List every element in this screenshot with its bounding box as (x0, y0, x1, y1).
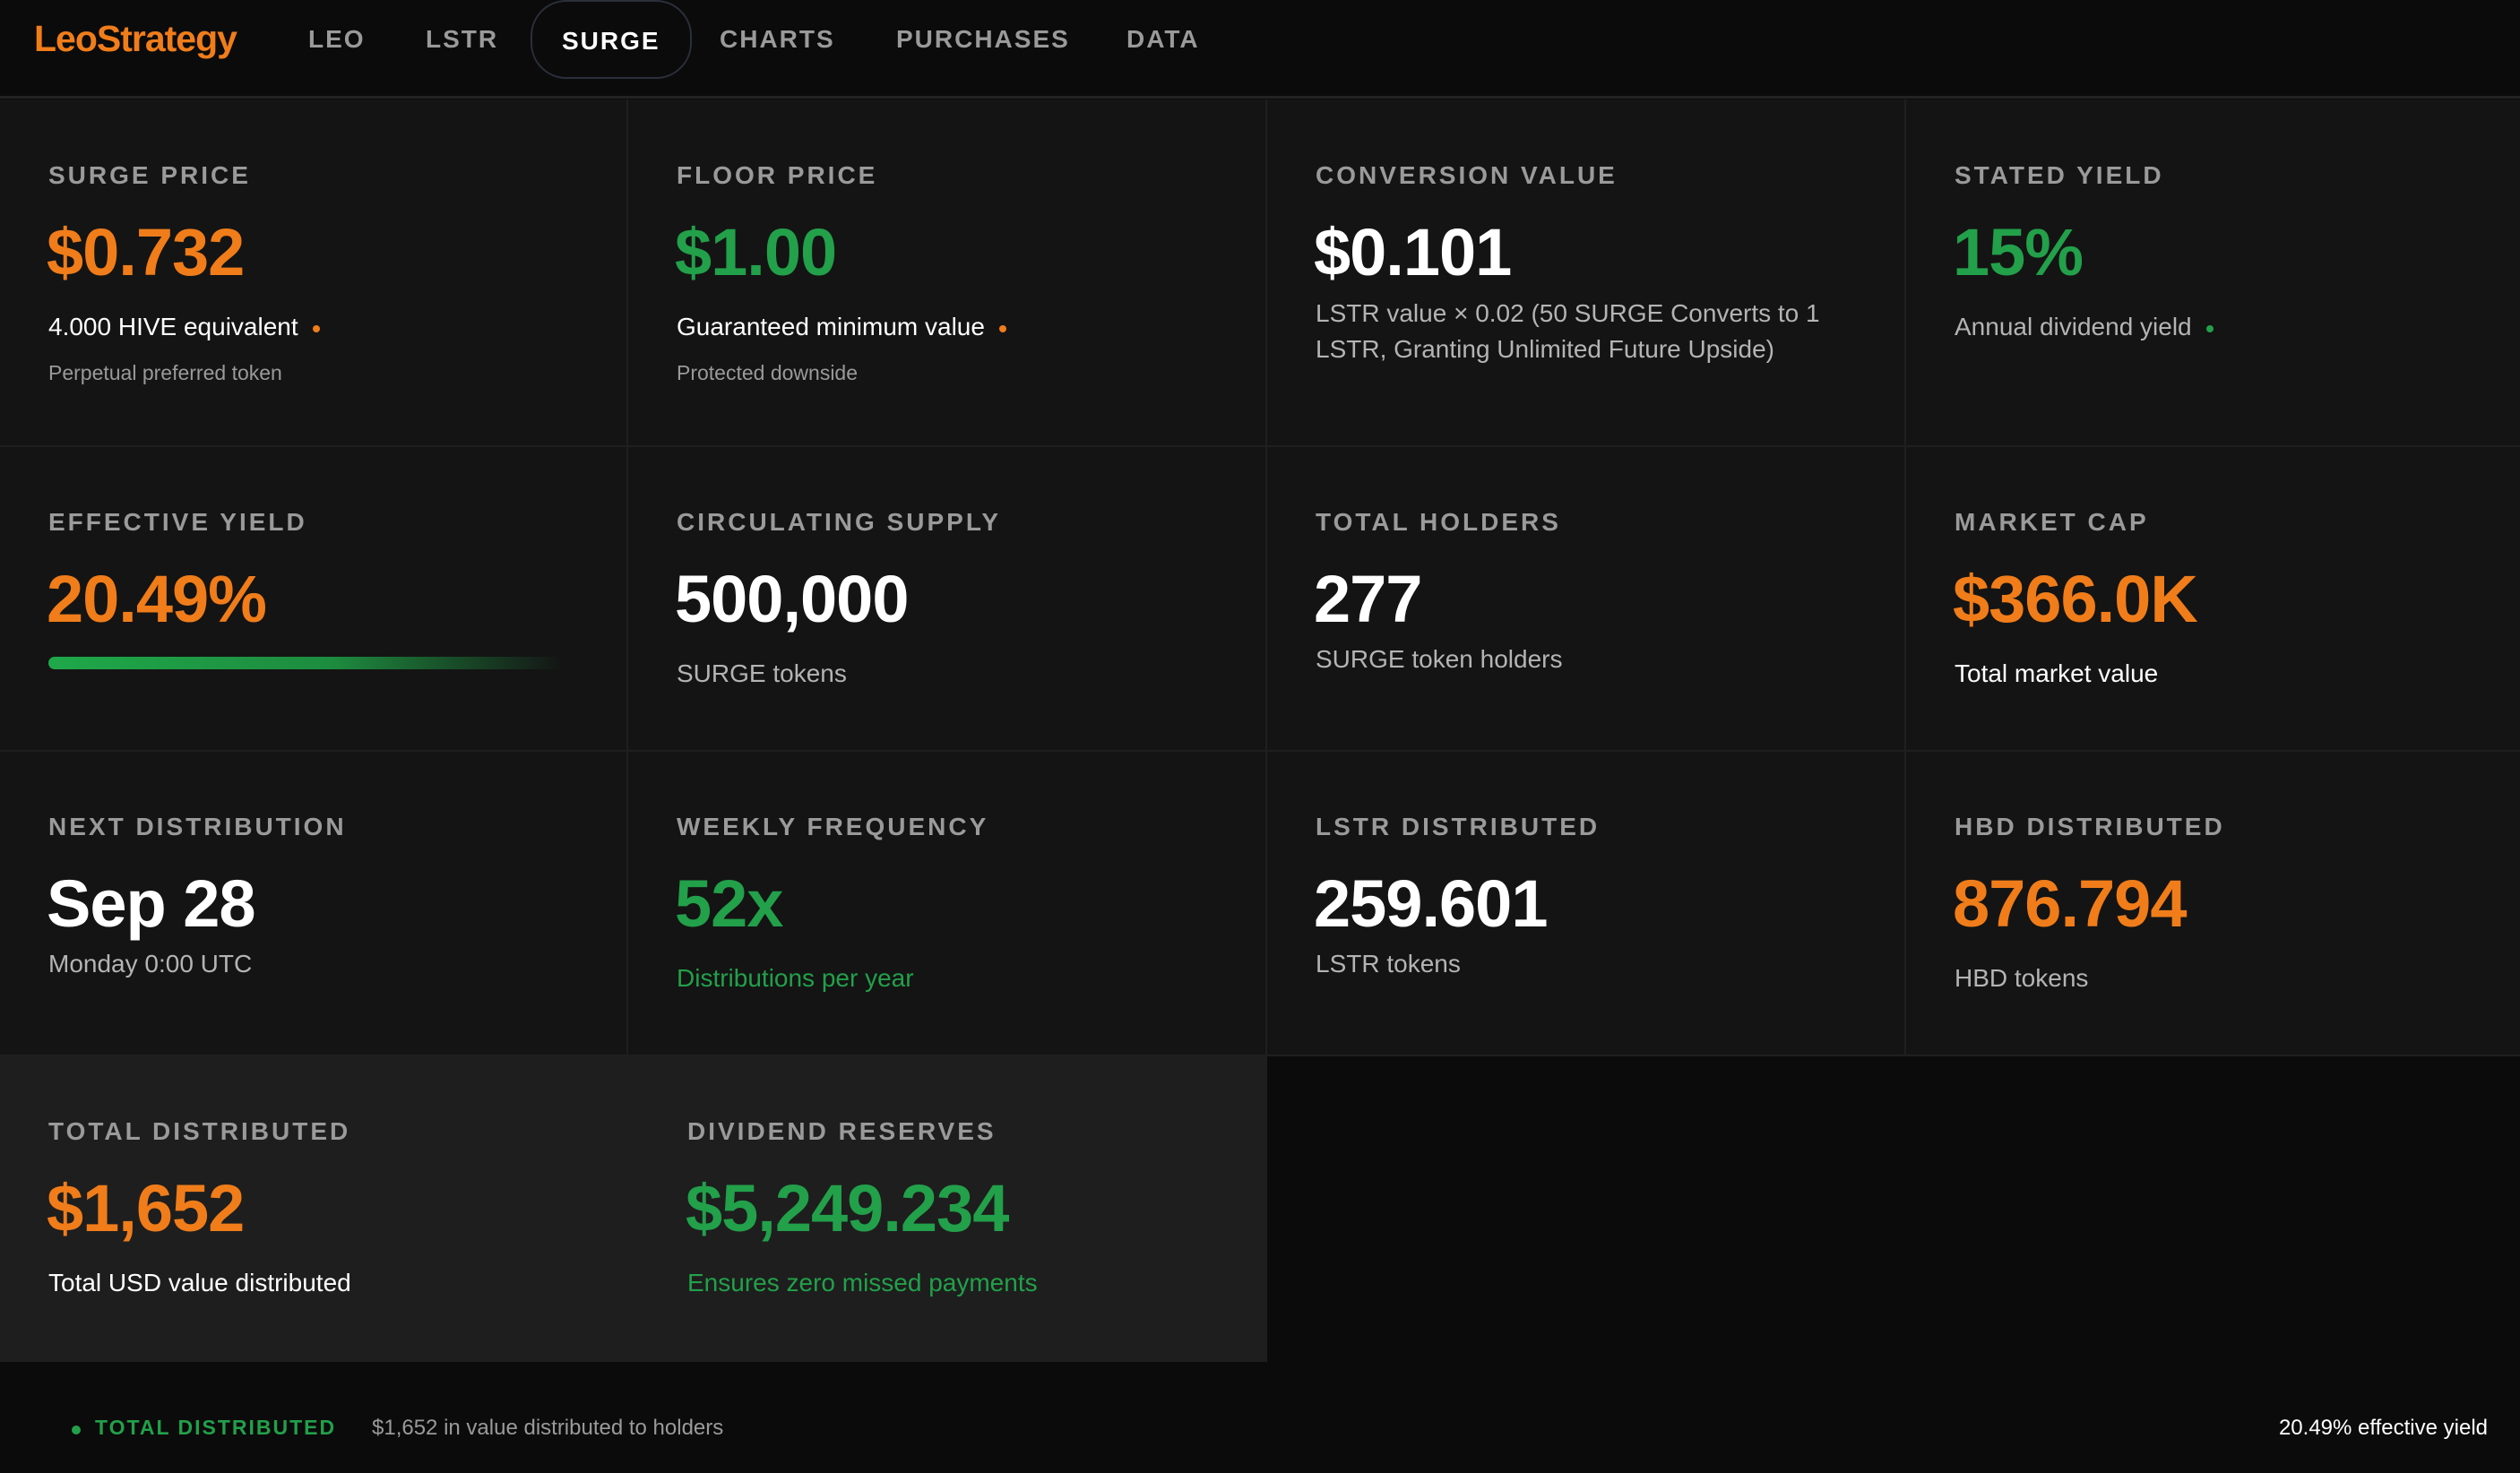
status-dot-icon (312, 324, 320, 332)
card-label: TOTAL DISTRIBUTED (48, 1117, 351, 1145)
footer-label: TOTAL DISTRIBUTED (95, 1416, 337, 1439)
card-hbd-distributed: HBD DISTRIBUTED 876.794 HBD tokens (1906, 752, 2520, 1056)
footer-text: $1,652 in value distributed to holders (372, 1416, 724, 1440)
footer-effective-yield: 20.49% effective yield (2278, 1416, 2488, 1440)
tab-charts[interactable]: CHARTS (720, 25, 835, 53)
card-sub: HBD tokens (1955, 964, 2089, 992)
card-sub: LSTR tokens (1316, 950, 1461, 978)
card-value: Sep 28 (47, 866, 256, 941)
card-market-cap: MARKET CAP $366.0K Total market value (1906, 447, 2520, 752)
card-value: 259.601 (1314, 866, 1548, 941)
card-next-distribution: NEXT DISTRIBUTION Sep 28 Monday 0:00 UTC (0, 752, 628, 1056)
card-floor-price: FLOOR PRICE $1.00 Guaranteed minimum val… (628, 99, 1267, 447)
card-effective-yield: EFFECTIVE YIELD 20.49% (0, 447, 628, 752)
card-value: $1.00 (675, 215, 837, 289)
card-sub: Annual dividend yield (1955, 313, 2214, 341)
card-label: LSTR DISTRIBUTED (1316, 813, 1601, 840)
card-label: TOTAL HOLDERS (1316, 508, 1561, 536)
card-stated-yield: STATED YIELD 15% Annual dividend yield (1906, 99, 2520, 447)
card-sub: Monday 0:00 UTC (48, 950, 253, 978)
tab-surge[interactable]: SURGE (531, 0, 692, 79)
card-value: 500,000 (675, 562, 909, 636)
card-value: $1,652 (47, 1171, 245, 1245)
footer-bar (0, 1362, 2520, 1473)
card-conversion-value: CONVERSION VALUE $0.101 LSTR value × 0.0… (1267, 99, 1906, 447)
card-label: CONVERSION VALUE (1316, 161, 1618, 189)
card-sub: Distributions per year (677, 964, 914, 992)
card-value: $0.101 (1314, 215, 1512, 289)
card-value: 876.794 (1953, 866, 2187, 941)
tab-lstr[interactable]: LSTR (426, 25, 499, 53)
card-sub: Guaranteed minimum value (677, 313, 1006, 341)
card-label: CIRCULATING SUPPLY (677, 508, 1002, 536)
card-circulating-supply: CIRCULATING SUPPLY 500,000 SURGE tokens (628, 447, 1267, 752)
card-label: WEEKLY FREQUENCY (677, 813, 989, 840)
yield-progress-bar (48, 657, 564, 669)
card-value: 15% (1953, 215, 2084, 289)
card-sub2: Protected downside (677, 361, 859, 384)
card-label: FLOOR PRICE (677, 161, 878, 189)
status-dot-icon (2205, 324, 2214, 332)
card-sub: Total USD value distributed (48, 1269, 351, 1296)
card-sub: SURGE tokens (677, 659, 847, 687)
status-dot-icon (998, 324, 1006, 332)
card-value: 52x (675, 866, 783, 941)
card-surge-price: SURGE PRICE $0.732 4.000 HIVE equivalent… (0, 99, 628, 447)
card-label: HBD DISTRIBUTED (1955, 813, 2225, 840)
card-label: MARKET CAP (1955, 508, 2149, 536)
tab-leo[interactable]: LEO (308, 25, 366, 53)
summary-panel: TOTAL DISTRIBUTED $1,652 Total USD value… (0, 1056, 1267, 1362)
tab-purchases[interactable]: PURCHASES (896, 25, 1070, 53)
card-label: DIVIDEND RESERVES (687, 1117, 997, 1145)
card-label: SURGE PRICE (48, 161, 251, 189)
card-value: $0.732 (47, 215, 245, 289)
card-sub: SURGE token holders (1316, 645, 1563, 673)
card-sub: Total market value (1955, 659, 2159, 687)
card-total-holders: TOTAL HOLDERS 277 SURGE token holders (1267, 447, 1906, 752)
card-value: 277 (1314, 562, 1422, 636)
tab-data[interactable]: DATA (1126, 25, 1200, 53)
card-value: $5,249.234 (686, 1171, 1009, 1245)
card-weekly-frequency: WEEKLY FREQUENCY 52x Distributions per y… (628, 752, 1267, 1056)
card-label: NEXT DISTRIBUTION (48, 813, 347, 840)
card-sub: LSTR value × 0.02 (50 SURGE Converts to … (1316, 299, 1820, 363)
card-sub: Ensures zero missed payments (687, 1269, 1038, 1296)
card-label: EFFECTIVE YIELD (48, 508, 307, 536)
card-sub: 4.000 HIVE equivalent (48, 313, 320, 341)
top-nav: LeoStrategy LEO LSTR SURGE CHARTS PURCHA… (0, 0, 2520, 99)
card-lstr-distributed: LSTR DISTRIBUTED 259.601 LSTR tokens (1267, 752, 1906, 1056)
logo[interactable]: LeoStrategy (34, 18, 237, 59)
card-value: $366.0K (1953, 562, 2198, 636)
status-dot-icon (72, 1426, 81, 1434)
card-value: 20.49% (47, 562, 267, 636)
card-sub2: Perpetual preferred token (48, 361, 282, 384)
card-label: STATED YIELD (1955, 161, 2164, 189)
